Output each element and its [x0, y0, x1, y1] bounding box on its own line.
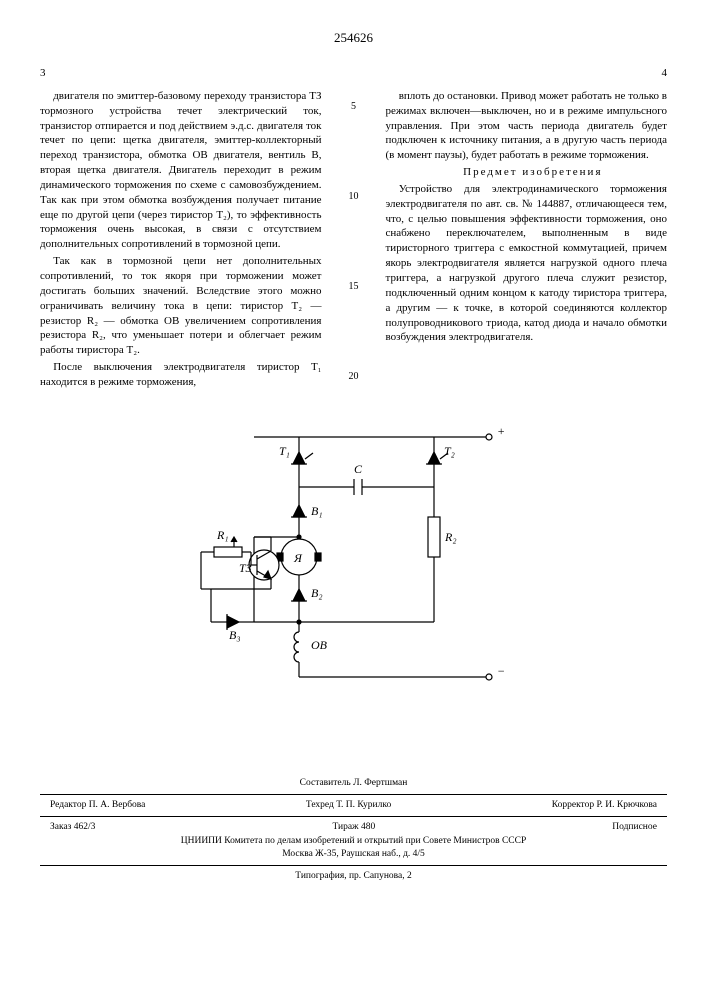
- page-number-left: 3: [40, 66, 322, 81]
- document-number: 254626: [40, 30, 667, 46]
- left-para-1: двигателя по эмиттер-базовому переходу т…: [40, 89, 322, 252]
- t2-label: T₂: [444, 444, 455, 458]
- line-marker: 5: [347, 101, 361, 112]
- order: Заказ 462/3: [50, 821, 95, 834]
- ya-label: Я: [293, 551, 303, 565]
- tirazh: Тираж 480: [332, 821, 375, 834]
- b3-label: B₃: [229, 628, 241, 642]
- r1-label: R₁: [216, 528, 229, 542]
- circuit-diagram: + T₁ T₂ C: [40, 417, 667, 697]
- page-number-right: 4: [386, 66, 668, 81]
- left-para-2: Так как в тормозной цепи нет дополнитель…: [40, 254, 322, 358]
- address: Москва Ж-35, Раушская наб., д. 4/5: [40, 848, 667, 861]
- ob-label: ОВ: [311, 638, 328, 652]
- corrector: Корректор Р. И. Крючкова: [552, 799, 657, 812]
- neg-label: −: [497, 664, 505, 678]
- text-columns: 3 двигателя по эмиттер-базовому переходу…: [40, 66, 667, 392]
- sub: Подписное: [612, 821, 657, 834]
- print: Типография, пр. Сапунова, 2: [40, 870, 667, 883]
- left-para-3: После выключения электродвигателя тирист…: [40, 360, 322, 390]
- r2-label: R₂: [444, 530, 457, 544]
- right-column: 4 вплоть до остановки. Привод может рабо…: [386, 66, 668, 392]
- line-marker: 20: [347, 371, 361, 382]
- org: ЦНИИПИ Комитета по делам изобретений и о…: [40, 835, 667, 848]
- b2-label: B₂: [311, 586, 323, 600]
- subject-title: Предмет изобретения: [386, 165, 668, 180]
- line-number-gutter: 5 10 15 20: [347, 66, 361, 392]
- t1-label: T₁: [279, 444, 290, 458]
- techred: Техред Т. П. Курилко: [306, 799, 391, 812]
- editor: Редактор П. А. Вербова: [50, 799, 145, 812]
- right-para-2: Устройство для электродинамического торм…: [386, 182, 668, 345]
- b1-label: B₁: [311, 504, 323, 518]
- compiler-line: Составитель Л. Фертшман: [40, 777, 667, 790]
- t3-label: ТЗ: [239, 561, 252, 575]
- circuit-svg: + T₁ T₂ C: [189, 417, 519, 692]
- left-column: 3 двигателя по эмиттер-базовому переходу…: [40, 66, 322, 392]
- footer: Составитель Л. Фертшман Редактор П. А. В…: [40, 777, 667, 884]
- page: 254626 3 двигателя по эмиттер-базовому п…: [0, 0, 707, 904]
- right-para-1: вплоть до остановки. Привод может работа…: [386, 89, 668, 163]
- c-label: C: [354, 462, 363, 476]
- line-marker: 10: [347, 191, 361, 202]
- plus-label: +: [497, 424, 505, 438]
- line-marker: 15: [347, 281, 361, 292]
